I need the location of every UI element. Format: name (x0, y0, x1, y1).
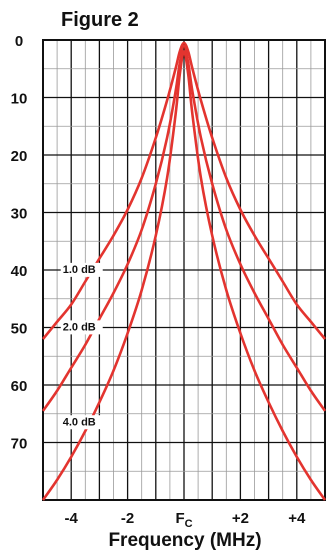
curve-label-background (60, 320, 103, 335)
x-tick-label: FC (175, 510, 192, 530)
curve-label-background (60, 262, 103, 277)
x-tick-label: -4 (65, 510, 79, 527)
chart-series (41, 41, 327, 501)
chart-title: Figure 2 (61, 9, 139, 31)
y-tick-label: 50 (11, 321, 28, 338)
y-tick-label: 60 (11, 378, 28, 395)
y-tick-label: 10 (11, 91, 28, 108)
y-tick-label: 0 (15, 33, 23, 50)
x-tick-label: -2 (121, 510, 134, 527)
curve-label: 1.0 dB (63, 264, 96, 276)
x-tick-label: +4 (288, 510, 306, 527)
y-tick-label: 30 (11, 206, 28, 223)
series-line-1 (41, 41, 327, 340)
y-tick-label: 20 (11, 148, 28, 165)
series-line-3 (41, 50, 327, 501)
curve-label: 4.0 dB (63, 416, 96, 428)
chart-annotations: 1.0 dB 2.0 dB 4.0 dB (60, 262, 103, 430)
curve-label: 2.0 dB (63, 321, 96, 333)
series-line-2 (41, 44, 327, 412)
x-axis-label: Frequency (MHz) (108, 530, 261, 551)
chart-axis-ticks: 0 10 20 30 40 50 60 70 -4 -2 FC +2 +4 (11, 33, 306, 530)
curve-label-background (60, 415, 103, 430)
y-tick-label: 40 (11, 263, 28, 280)
y-tick-label: 70 (11, 436, 28, 453)
plot-frame (42, 39, 326, 501)
x-tick-label: +2 (232, 510, 249, 527)
